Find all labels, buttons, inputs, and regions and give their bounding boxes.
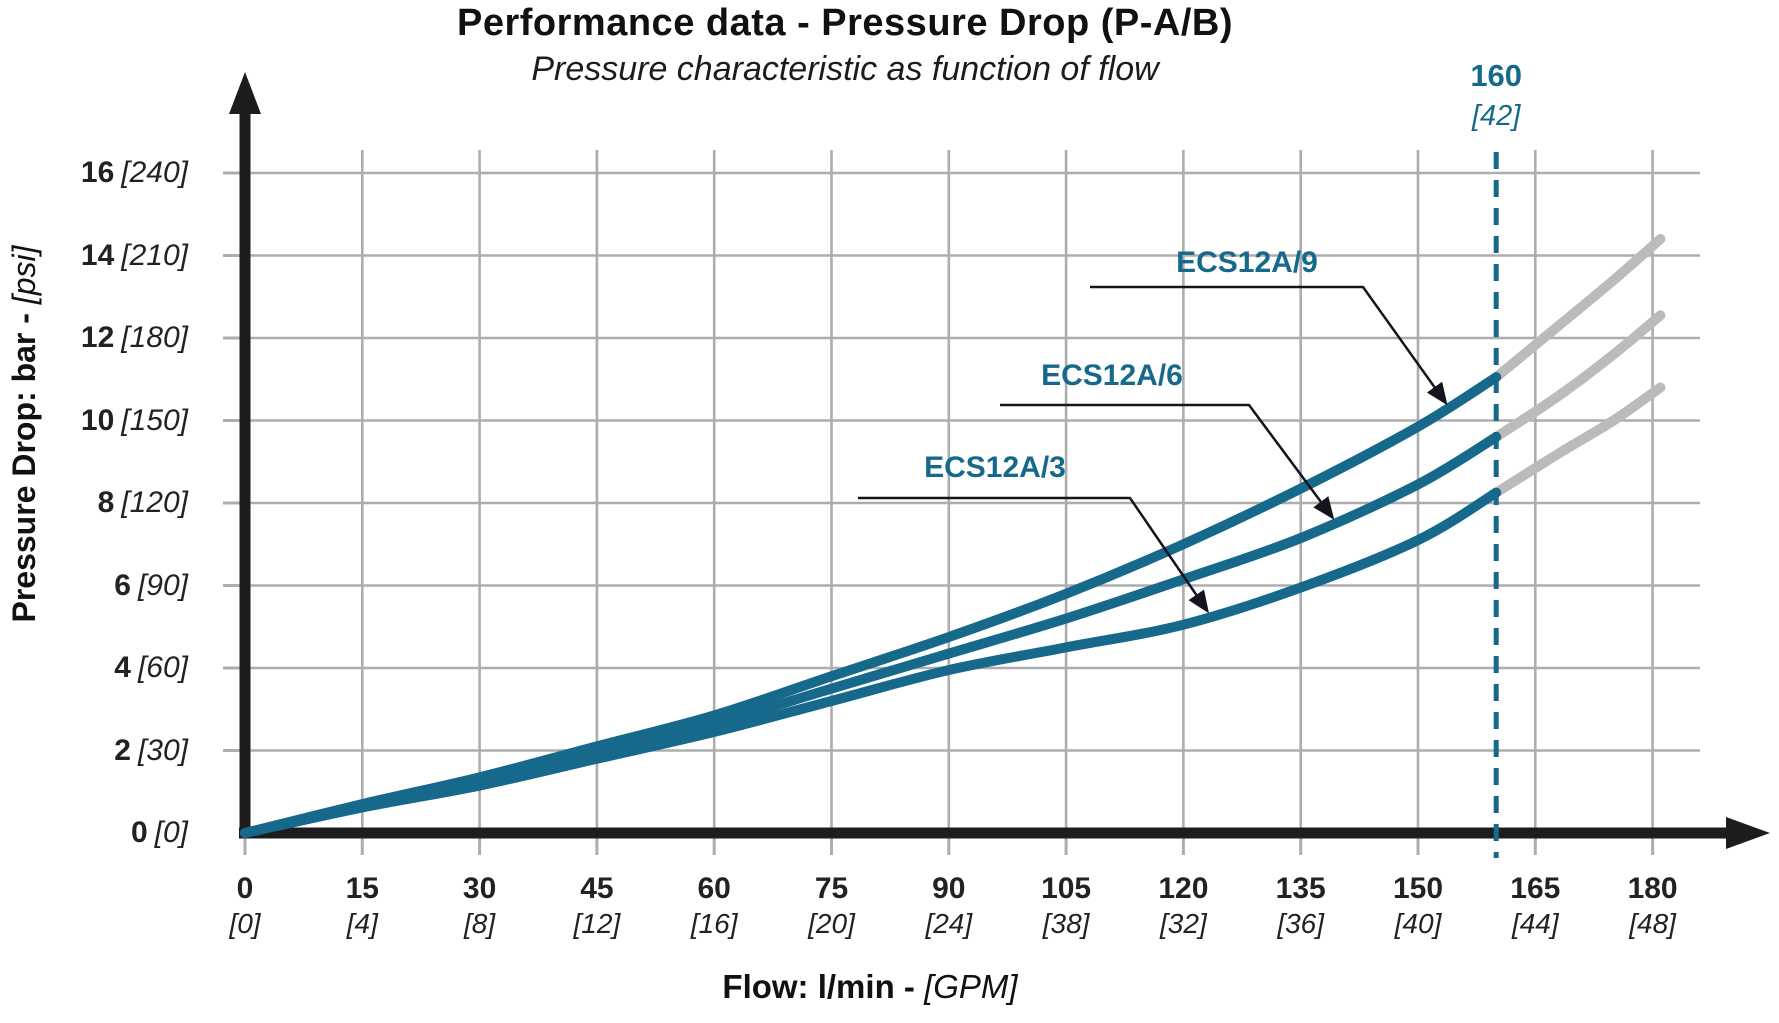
curve-ECS12A/6 [240, 432, 1502, 838]
flow-limit-alt-label: [42] [1472, 100, 1521, 132]
y-tick-label-10: 10 [150] [24, 404, 188, 438]
x-tick-value: 90 [932, 872, 966, 905]
x-tick-value: 165 [1510, 872, 1561, 905]
x-tick-value: 30 [462, 872, 497, 905]
x-tick-value: 75 [814, 872, 849, 905]
y-axis-arrow-icon [229, 72, 261, 114]
x-tick-value: 0 [236, 872, 254, 905]
x-tick-alt-value: [32] [1160, 908, 1207, 939]
y-tick-label-16: 16 [240] [24, 156, 188, 190]
x-tick-value: 15 [345, 872, 379, 905]
axes [229, 72, 1770, 849]
y-tick-value: 10 [80, 403, 115, 437]
curve-label-leaders [858, 285, 1448, 614]
x-tick-alt-value: [4] [346, 908, 378, 939]
x-tick-alt-value: [20] [808, 908, 855, 939]
x-tick-label-90: 90 [24] [879, 872, 1019, 942]
y-tick-alt-value: [30] [137, 733, 188, 767]
curve-gray-ECS12A/6 [1491, 310, 1666, 442]
x-tick-alt-value: [48] [1629, 908, 1676, 939]
x-axis-arrow-icon [1726, 817, 1770, 849]
x-tick-label-135: 135 [36] [1231, 872, 1371, 942]
y-tick-value: 2 [114, 733, 131, 767]
x-tick-value: 60 [697, 872, 731, 905]
series-curves [240, 372, 1502, 838]
y-tick-alt-value: [240] [121, 156, 188, 189]
axis-ticks [223, 171, 1655, 855]
y-tick-value: 8 [97, 486, 115, 519]
x-tick-alt-value: [38] [1042, 908, 1090, 939]
x-tick-alt-value: [8] [464, 908, 496, 939]
x-tick-alt-value: [24] [925, 908, 973, 939]
x-tick-alt-value: [12] [573, 908, 621, 939]
x-tick-value: 135 [1275, 872, 1326, 905]
y-tick-label-14: 14 [210] [24, 239, 188, 273]
x-tick-label-15: 15 [4] [292, 872, 432, 942]
x-tick-value: 45 [580, 872, 614, 905]
y-tick-value: 14 [80, 238, 115, 272]
x-tick-label-75: 75 [20] [762, 872, 902, 942]
curve-ECS12A/9 [240, 372, 1502, 838]
x-axis-title-alt-unit: [GPM] [924, 968, 1018, 1005]
y-tick-alt-value: [90] [137, 568, 188, 602]
curve-label-ECS12A/9: ECS12A/9 [1176, 246, 1318, 279]
x-tick-label-0: 0 [0] [175, 872, 315, 942]
leader-arrow-ECS12A/3 [858, 496, 1209, 614]
x-tick-label-45: 45 [12] [527, 872, 667, 942]
y-tick-value: 0 [130, 816, 148, 849]
curve-gray-ECS12A/3 [1491, 382, 1666, 498]
leader-arrow-ECS12A/9 [1090, 285, 1448, 406]
y-tick-value: 12 [80, 321, 115, 354]
x-tick-value: 150 [1392, 872, 1444, 905]
x-tick-label-30: 30 [8] [410, 872, 550, 942]
chart-title: Performance data - Pressure Drop (P-A/B) [457, 2, 1233, 44]
x-axis-title-unit: Flow: l/min - [722, 968, 925, 1005]
y-tick-label-6: 6 [90] [24, 569, 188, 603]
y-tick-alt-value: [150] [121, 403, 188, 437]
x-tick-label-165: 165 [44] [1465, 872, 1605, 942]
y-tick-alt-value: [0] [154, 816, 188, 849]
y-tick-alt-value: [210] [121, 238, 188, 272]
curve-label-ECS12A/6: ECS12A/6 [1041, 359, 1183, 392]
y-tick-label-0: 0 [0] [24, 816, 188, 850]
x-axis-title: Flow: l/min - [GPM] [0, 968, 1740, 1006]
y-tick-alt-value: [60] [137, 651, 188, 684]
y-tick-value: 6 [114, 568, 131, 602]
x-tick-value: 180 [1627, 872, 1678, 905]
x-tick-alt-value: [36] [1277, 908, 1325, 939]
curve-gray-ECS12A/9 [1491, 234, 1666, 383]
y-tick-label-2: 2 [30] [24, 734, 188, 768]
y-tick-value: 4 [114, 651, 131, 684]
y-tick-label-8: 8 [120] [24, 486, 188, 520]
x-tick-label-60: 60 [16] [644, 872, 784, 942]
x-tick-label-105: 105 [38] [996, 872, 1136, 942]
chart-subtitle: Pressure characteristic as function of f… [531, 50, 1159, 88]
y-tick-alt-value: [180] [121, 321, 188, 354]
x-tick-value: 120 [1158, 872, 1209, 905]
x-tick-alt-value: [40] [1394, 908, 1442, 939]
y-tick-label-12: 12 [180] [24, 321, 188, 355]
x-tick-label-120: 120 [32] [1113, 872, 1253, 942]
x-tick-alt-value: [44] [1511, 908, 1559, 939]
x-tick-alt-value: [0] [229, 908, 261, 939]
y-tick-value: 16 [80, 156, 115, 189]
x-tick-value: 105 [1041, 872, 1092, 905]
curve-label-ECS12A/3: ECS12A/3 [924, 451, 1066, 484]
x-tick-label-150: 150 [40] [1348, 872, 1488, 942]
x-tick-alt-value: [16] [690, 908, 738, 939]
flow-limit-value-label: 160 [1470, 58, 1523, 93]
y-tick-alt-value: [120] [121, 486, 188, 519]
grid-lines [245, 150, 1700, 833]
series-beyond-limit [1491, 234, 1666, 498]
leader-arrow-ECS12A/6 [1000, 403, 1335, 520]
y-tick-label-4: 4 [60] [24, 651, 188, 685]
x-tick-label-180: 180 [48] [1583, 872, 1723, 942]
